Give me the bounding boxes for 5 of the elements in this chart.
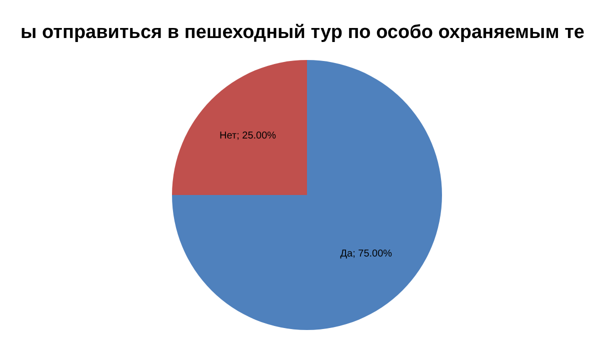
slice-label: Да; 75.00%	[340, 248, 392, 260]
pie-slice	[172, 60, 307, 195]
slice-label: Нет; 25.00%	[220, 130, 276, 142]
pie-slice	[172, 60, 442, 330]
chart-title: ы отправиться в пешеходный тур по особо охраняемым те	[20, 22, 586, 44]
